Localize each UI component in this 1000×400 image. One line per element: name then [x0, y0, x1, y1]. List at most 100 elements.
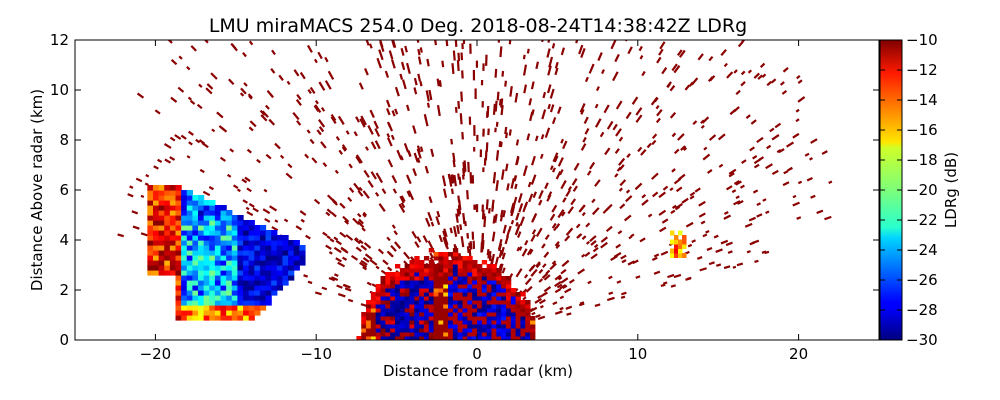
ldr-cell-left-block	[198, 275, 205, 281]
ldr-cell-left-block	[186, 305, 193, 311]
ldr-cell-left-block	[282, 250, 289, 256]
noise-mark	[335, 239, 342, 246]
noise-mark	[374, 191, 380, 197]
ldr-cell-near-radar	[375, 288, 382, 293]
ldr-cell-left-block	[231, 285, 239, 291]
noise-mark	[306, 129, 311, 134]
noise-mark	[559, 306, 564, 311]
ldr-cell-left-block	[231, 295, 239, 301]
ldr-cell-near-radar	[486, 288, 492, 293]
ldr-cell-left-block	[158, 245, 165, 251]
noise-mark	[491, 231, 496, 242]
ldr-cell-near-radar	[501, 292, 507, 297]
ldr-cell-left-block	[237, 240, 244, 246]
ldr-cell-left-block	[198, 305, 205, 311]
noise-mark	[501, 70, 505, 77]
ldr-cell-near-radar	[375, 336, 382, 340]
ldr-cell-left-block	[192, 295, 199, 301]
ldr-cell-left-block	[147, 210, 154, 216]
ldr-cell-left-block	[214, 250, 222, 256]
ldr-cell-left-block	[175, 190, 182, 196]
noise-mark	[651, 172, 659, 180]
ldr-cell-left-block	[198, 270, 205, 276]
noise-mark	[189, 99, 196, 105]
ldr-cell-near-radar	[409, 296, 415, 301]
ldr-cell-near-radar	[375, 312, 382, 317]
noise-mark	[491, 199, 495, 209]
y-tick-label: 8	[59, 131, 69, 149]
ldr-cell-left-block	[147, 265, 154, 271]
ldr-cell-near-radar	[423, 276, 430, 281]
ldr-cell-left-block	[237, 285, 244, 291]
noise-mark	[535, 314, 541, 318]
ldr-cell-near-radar	[477, 312, 483, 317]
noise-mark	[698, 212, 706, 218]
noise-mark	[615, 243, 622, 249]
ldr-cell-near-radar	[399, 292, 406, 297]
ldr-cell-left-block	[293, 255, 300, 261]
ldr-cell-near-radar	[472, 300, 478, 305]
noise-mark	[614, 173, 619, 178]
ldr-cell-left-block	[203, 290, 210, 296]
ldr-cell-near-radar	[394, 320, 401, 325]
ldr-cell-left-block	[214, 225, 222, 231]
ldr-cell-left-block	[181, 235, 188, 241]
ldr-cell-near-radar	[515, 296, 521, 301]
ldr-cell-left-block	[198, 235, 205, 241]
noise-mark	[394, 86, 400, 97]
ldr-cell-left-block	[152, 205, 160, 211]
noise-mark	[366, 281, 372, 286]
ldr-cell-left-block	[164, 245, 171, 251]
ldr-cell-left-block	[192, 215, 199, 221]
ldr-cell-left-block	[248, 315, 255, 321]
noise-mark	[295, 225, 303, 231]
noise-mark	[459, 224, 463, 231]
ldr-cell-left-block	[203, 220, 210, 226]
noise-mark	[592, 247, 599, 253]
noise-mark	[548, 56, 554, 68]
noise-mark	[344, 220, 350, 225]
ldr-cell-near-radar	[443, 296, 449, 301]
ldr-cell-near-radar	[385, 328, 391, 333]
noise-mark	[518, 246, 523, 251]
noise-mark	[795, 108, 800, 113]
noise-mark	[441, 175, 447, 187]
noise-mark	[715, 248, 723, 254]
ldr-cell-near-radar	[423, 288, 430, 293]
ldr-cell-near-radar	[515, 292, 521, 297]
noise-mark	[231, 43, 237, 50]
ldr-cell-near-radar	[423, 332, 430, 337]
noise-mark	[485, 199, 489, 210]
ldr-cell-left-block	[214, 235, 222, 241]
colorbar-tick-label: −26	[906, 271, 938, 289]
noise-mark	[726, 185, 733, 191]
noise-mark	[673, 148, 680, 155]
noise-mark	[279, 154, 285, 159]
noise-mark	[700, 124, 705, 129]
ldr-cell-near-radar	[385, 304, 391, 309]
noise-mark	[603, 104, 610, 114]
noise-mark	[285, 172, 293, 180]
ldr-cell-near-radar	[510, 332, 517, 337]
noise-mark	[287, 163, 293, 169]
ldr-cell-left-block	[248, 260, 255, 266]
noise-mark	[333, 236, 339, 241]
noise-mark	[528, 193, 534, 203]
ldr-cell-near-radar	[472, 332, 478, 337]
ldr-cell-near-radar	[414, 316, 420, 321]
ldr-cell-near-radar	[423, 272, 430, 277]
noise-mark	[363, 169, 370, 178]
ldr-cell-left-block	[214, 230, 222, 236]
noise-mark	[538, 199, 543, 206]
ldr-cell-near-radar	[443, 272, 449, 277]
noise-mark	[762, 198, 767, 202]
noise-mark	[521, 248, 528, 257]
ldr-cell-near-radar	[520, 304, 526, 309]
ldr-cell-near-radar	[486, 316, 492, 321]
noise-mark	[412, 125, 417, 134]
ldr-cell-near-radar	[448, 280, 454, 285]
noise-mark	[667, 273, 675, 279]
noise-mark	[515, 221, 519, 227]
ldr-cell-left-block	[271, 285, 278, 291]
ldr-cell-left-block	[169, 250, 177, 256]
